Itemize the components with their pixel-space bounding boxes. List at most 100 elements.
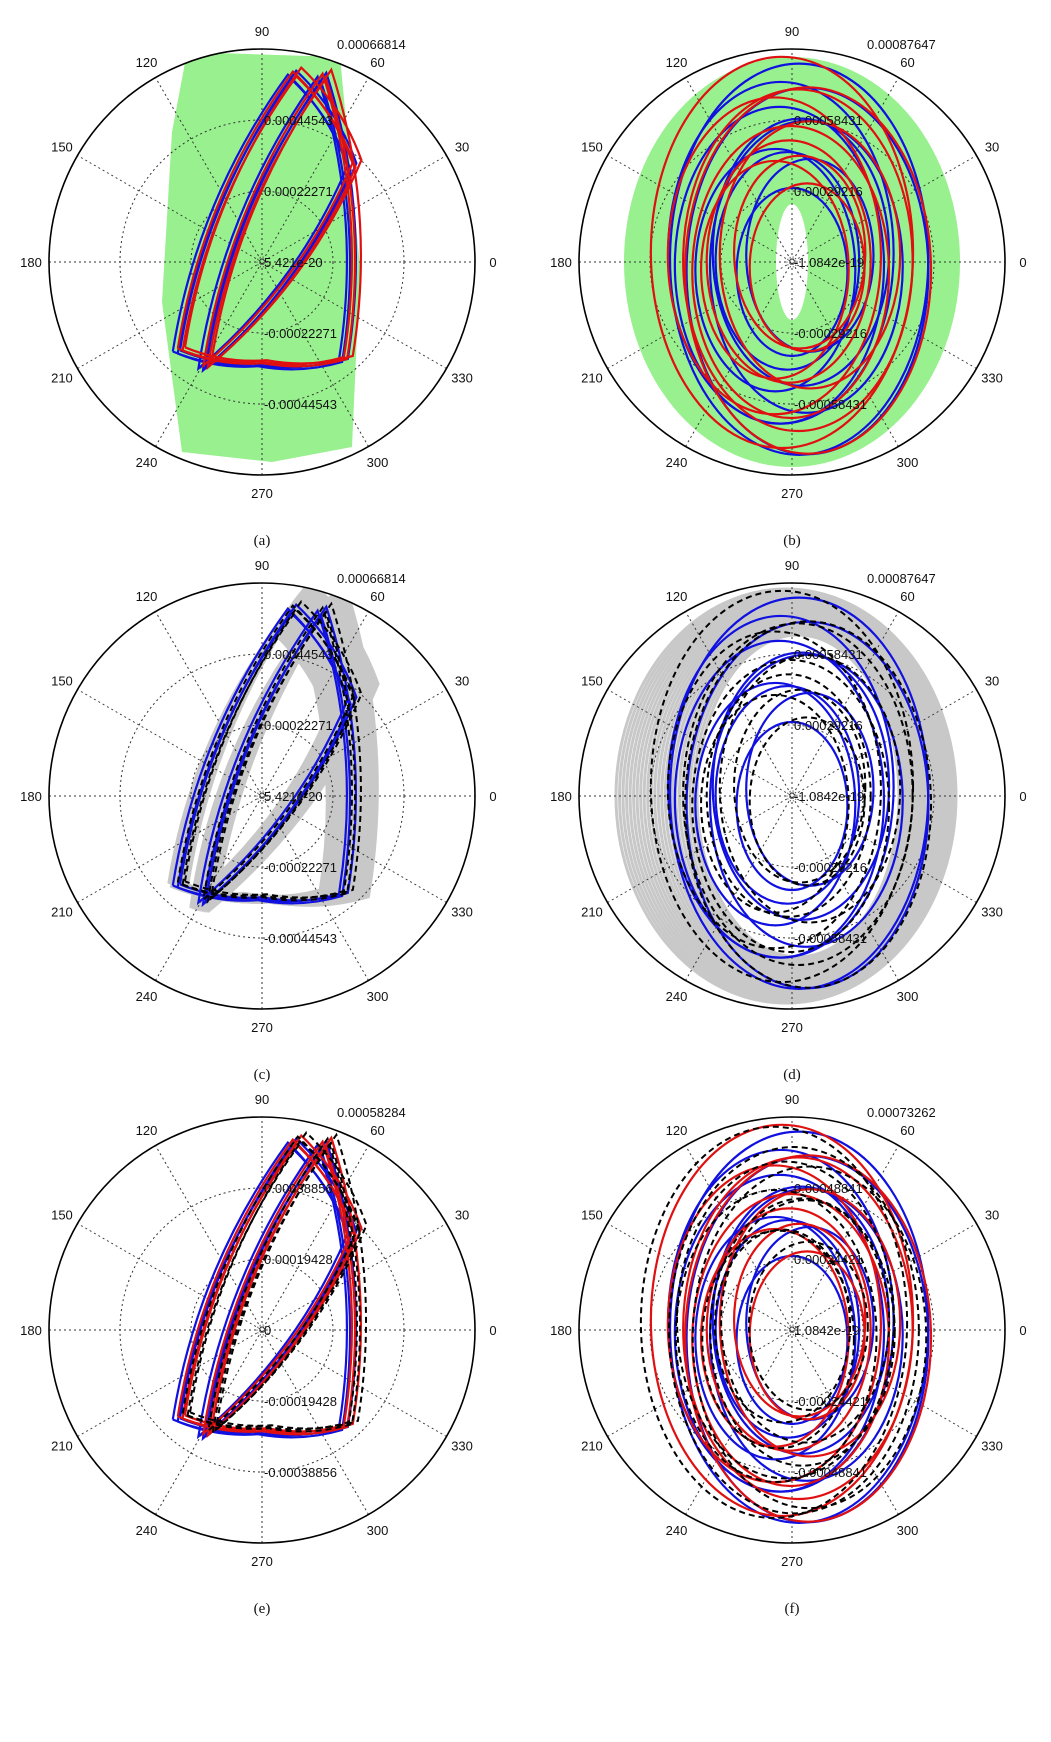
panel-caption: (f) (785, 1601, 800, 1617)
angle-tick-label: 270 (251, 486, 273, 501)
trace-curve (720, 1199, 891, 1444)
grid-spoke (155, 77, 369, 447)
trace-curve (181, 608, 357, 904)
trace-curve (639, 1125, 909, 1520)
angle-tick-label: 60 (900, 589, 914, 604)
rmax-label: 0.00087647 (867, 571, 936, 586)
ring-tick-label: 0.00029216 (794, 184, 863, 199)
ring-tick-label: 0.00058431 (794, 113, 863, 128)
angle-tick-label: 210 (51, 1439, 73, 1454)
trace-group (171, 600, 363, 908)
angle-tick-label: 90 (785, 1092, 799, 1107)
angle-tick-label: 60 (370, 55, 384, 70)
grid-spoke (607, 1223, 977, 1437)
trace-curve (735, 1254, 849, 1426)
ring-tick-label: 0 (264, 1323, 271, 1338)
sample-curve (635, 599, 943, 993)
grid-spoke (607, 155, 977, 369)
angle-tick-label: 330 (451, 1439, 473, 1454)
ring-tick-label: 0.00024421 (794, 1252, 863, 1267)
angle-tick-label: 270 (251, 1554, 273, 1569)
polar-border (578, 48, 1006, 476)
angle-tick-label: 90 (785, 558, 799, 573)
grid-spoke (77, 155, 447, 369)
trace-curve (189, 1131, 368, 1432)
ring-tick-label: -0.00044543 (264, 397, 337, 412)
panel-caption: (d) (783, 1067, 801, 1083)
panel-caption: (a) (254, 533, 271, 549)
trace-curve (705, 1207, 872, 1452)
angle-tick-label: 30 (455, 674, 469, 689)
trace-curve (183, 1133, 363, 1436)
sample-curve (670, 619, 918, 973)
angle-tick-label: 300 (367, 989, 389, 1004)
grid-spoke (607, 155, 977, 369)
grid-spoke (685, 1145, 899, 1515)
grid-ring (786, 256, 798, 268)
polar-panel: 90603003303002702402101801501200.0007326… (550, 1092, 1026, 1617)
angle-tick-label: 90 (255, 558, 269, 573)
angle-tick-label: 150 (51, 140, 73, 155)
angle-tick-label: 0 (1019, 255, 1026, 270)
ring-tick-label: 0.00044543 (264, 647, 333, 662)
polar-panel: 90603003303002702402101801501200.0008764… (550, 558, 1026, 1083)
panel-caption: (c) (254, 1067, 271, 1083)
grid-ring (256, 790, 268, 802)
trace-curve (668, 1130, 930, 1524)
trace-curve (666, 630, 882, 950)
trace-curve (718, 120, 902, 390)
angle-tick-label: 150 (581, 674, 603, 689)
angle-tick-label: 30 (455, 1208, 469, 1223)
trace-curve (691, 124, 891, 420)
grid-spoke (685, 77, 899, 447)
angle-tick-label: 0 (489, 1323, 496, 1338)
ring-tick-label: -0.00048841 (794, 1465, 867, 1480)
angle-tick-label: 240 (136, 1523, 158, 1538)
sample-curve (621, 591, 953, 1001)
angle-tick-label: 210 (51, 371, 73, 386)
polar-panel: 90603003303002702402101801501200.0006681… (20, 24, 496, 549)
grid-spoke (155, 611, 369, 981)
ring-tick-label: -0.00024421 (794, 1394, 867, 1409)
angle-tick-label: 270 (781, 486, 803, 501)
trace-curve (714, 684, 861, 905)
trace-curve (694, 681, 857, 927)
angle-tick-label: 270 (781, 1020, 803, 1035)
trace-curve (186, 1139, 362, 1435)
angle-tick-label: 60 (370, 1123, 384, 1138)
grid-ring (786, 790, 798, 802)
polar-panel: 90603003303002702402101801501200.0005828… (20, 1092, 496, 1617)
trace-curve (747, 1240, 869, 1411)
angle-tick-label: 60 (900, 1123, 914, 1138)
sample-curve (660, 613, 926, 979)
trace-curve (694, 1215, 857, 1461)
grid-ring (786, 1324, 798, 1336)
grid-spoke (155, 1145, 369, 1515)
angle-tick-label: 240 (136, 989, 158, 1004)
angle-tick-label: 300 (367, 1523, 389, 1538)
trace-curve (691, 1165, 928, 1510)
angle-tick-label: 210 (51, 905, 73, 920)
angle-tick-label: 30 (985, 1208, 999, 1223)
angle-tick-label: 90 (785, 24, 799, 39)
trace-curve (181, 74, 357, 371)
trace-curve (745, 691, 875, 887)
sample-curve (625, 593, 951, 999)
angle-tick-label: 240 (666, 989, 688, 1004)
angle-tick-label: 180 (550, 1323, 572, 1338)
polar-grid (49, 1117, 475, 1543)
grid-spoke (155, 611, 369, 981)
angle-tick-label: 210 (581, 1439, 603, 1454)
trace-curve (735, 186, 849, 358)
angle-tick-label: 120 (666, 55, 688, 70)
angle-tick-label: 120 (136, 589, 158, 604)
grid-spoke (77, 1223, 447, 1437)
trace-group (639, 1123, 933, 1524)
angle-tick-label: 180 (20, 1323, 42, 1338)
ring-tick-label: -0.00058431 (794, 397, 867, 412)
angle-tick-label: 0 (489, 255, 496, 270)
angle-tick-label: 60 (370, 589, 384, 604)
ring-tick-label: 0.00022271 (264, 184, 333, 199)
trace-group (171, 65, 363, 374)
angle-tick-label: 30 (985, 140, 999, 155)
